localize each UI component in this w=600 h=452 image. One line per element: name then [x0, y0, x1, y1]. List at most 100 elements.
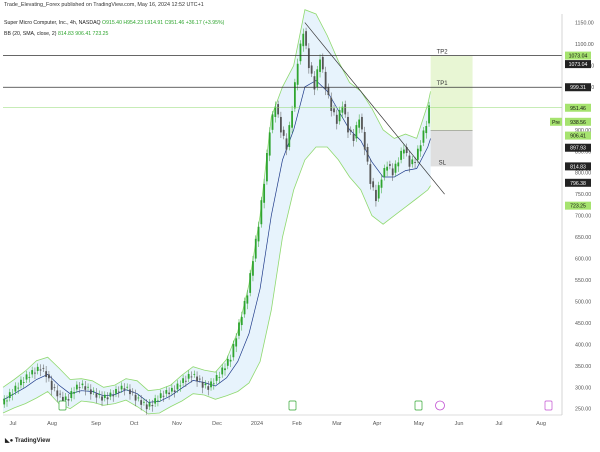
price-tick-label: 750.00 — [575, 192, 591, 198]
candle-body — [321, 56, 324, 70]
price-tag — [565, 201, 591, 210]
candle-body — [330, 97, 333, 111]
candle-body — [296, 63, 299, 85]
candle-body — [42, 367, 45, 369]
split-marker-icon — [435, 400, 445, 411]
price-tick-label: 600.00 — [575, 257, 591, 263]
candle-body — [28, 376, 31, 378]
candle-body — [137, 397, 140, 399]
price-axis[interactable]: 250.00 300.00 350.00 400.00 450.00 500.00 550.… — [561, 14, 594, 415]
price-tag-label: 999.31 — [570, 85, 586, 91]
candle-body — [280, 116, 282, 133]
time-axis[interactable]: Jul Aug Sep Oct Nov Dec 2024 Feb Mar Apr May Jun Jul… — [3, 414, 562, 427]
candle-body — [34, 372, 36, 374]
bb-upper-line — [2, 9, 431, 392]
tradingview-logo[interactable]: ◣● TradingView — [5, 437, 50, 444]
price-tag — [565, 51, 591, 60]
candle-body — [226, 358, 229, 366]
price-tag-label: 906.41 — [570, 134, 586, 140]
candle-body — [117, 391, 120, 393]
candle-body — [50, 380, 53, 390]
candle-body — [89, 389, 92, 395]
symbol-legend: Super Micro Computer, Inc., 4h, NASDAQ O… — [4, 20, 224, 26]
candle-body — [115, 388, 117, 394]
candle-body — [190, 376, 193, 378]
candle-body — [204, 383, 207, 386]
candle-body — [70, 391, 73, 398]
candle-body — [302, 33, 305, 47]
time-tick-label: Sep — [91, 421, 101, 427]
candle-body — [333, 108, 335, 113]
candle-body — [402, 149, 405, 154]
bb-label: BB (20, SMA, close, 2) — [4, 31, 57, 37]
candle-body — [271, 114, 274, 130]
candle-body — [59, 393, 61, 395]
candle-body — [344, 104, 347, 115]
level-label: TP1 — [437, 81, 449, 87]
candle-body — [184, 380, 187, 382]
candle-body — [134, 394, 137, 401]
price-tick-label: 300.00 — [575, 385, 591, 391]
candle-body — [299, 43, 302, 62]
candle-body — [221, 367, 224, 375]
target-zone — [430, 55, 473, 131]
candle-body — [391, 168, 394, 176]
candle-body — [240, 316, 243, 326]
candle-body — [414, 162, 416, 163]
bb-lower-line — [2, 146, 431, 415]
candle-body — [61, 396, 64, 403]
event-markers[interactable] — [58, 400, 553, 411]
price-tag — [565, 143, 591, 152]
candle-body — [324, 71, 327, 90]
candle-body — [78, 387, 81, 389]
tv-logo-text: TradingView — [14, 438, 51, 444]
candle-body — [187, 373, 190, 379]
candle-body — [366, 147, 369, 162]
candle-body — [112, 395, 115, 397]
candle-body — [246, 295, 249, 304]
candle-body — [257, 226, 260, 242]
candle-body — [39, 369, 42, 371]
candle-body — [293, 82, 296, 109]
candle-body — [249, 273, 252, 293]
price-tick-label: 1150.00 — [575, 21, 594, 27]
candle-body — [145, 404, 148, 410]
time-tick-label: Dec — [212, 421, 222, 427]
candle-body — [375, 189, 377, 202]
candle-body — [165, 390, 168, 394]
plot-area[interactable]: SL TP2 TP1 — [2, 9, 562, 415]
candle-body — [67, 399, 70, 401]
candle-body — [263, 183, 266, 203]
candle-body — [291, 110, 293, 128]
candle-body — [363, 131, 366, 150]
candle-body — [3, 398, 6, 405]
candle-body — [215, 375, 218, 381]
candle-body — [254, 238, 257, 259]
price-tick-label: 900.00 — [575, 128, 591, 134]
price-tag — [565, 83, 591, 92]
candle-body — [380, 179, 383, 188]
pre-market-tag — [550, 117, 562, 126]
level-label: TP2 — [437, 50, 449, 56]
price-tick-label: 400.00 — [575, 342, 591, 348]
candle-body — [193, 373, 196, 375]
candle-body — [212, 383, 215, 385]
time-tick-label: Jul — [495, 421, 502, 427]
candle-body — [229, 359, 232, 362]
earnings-marker-icon — [288, 400, 297, 411]
candle-body — [126, 386, 129, 388]
candle-body — [120, 385, 123, 390]
time-tick-label: Aug — [47, 421, 57, 427]
candle-body — [405, 147, 408, 154]
candle-body — [11, 394, 14, 395]
candle-body — [129, 389, 131, 395]
stop-zone — [430, 130, 473, 167]
price-tick-label: 700.00 — [575, 214, 591, 220]
candle-body — [95, 393, 98, 398]
candle-body — [45, 371, 48, 377]
candle-body — [196, 376, 198, 382]
candle-body — [341, 106, 344, 113]
candle-body — [386, 166, 389, 171]
candle-body — [207, 386, 210, 390]
